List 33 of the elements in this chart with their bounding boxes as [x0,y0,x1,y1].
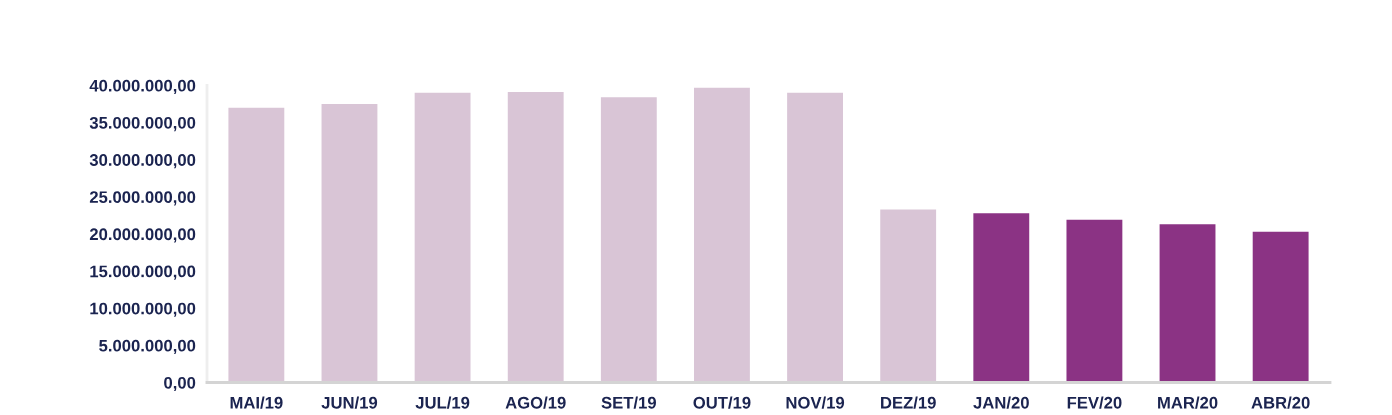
y-tick-label: 35.000.000,00 [89,116,196,132]
y-tick-label: 0,00 [164,376,196,392]
x-tick-label: ABR/20 [1251,396,1310,409]
bar [787,92,843,383]
x-tick-label: MAI/19 [230,396,283,409]
y-tick-label: 5.000.000,00 [99,339,196,354]
bar [228,107,285,383]
bar [321,103,378,383]
y-tick-label: 15.000.000,00 [90,265,196,280]
x-tick-label: AGO/19 [505,396,566,409]
x-tick-label: DEZ/19 [881,396,936,409]
x-tick-label: JUL/19 [415,396,470,409]
bar [414,92,471,383]
y-tick-label: 40.000.000,00 [89,79,196,95]
x-tick-label: OUT/19 [693,396,751,409]
y-tick-label: 30.000.000,00 [89,154,196,169]
bar [600,97,657,383]
x-tick-label: NOV/19 [786,396,845,409]
x-tick-label: MAR/20 [1158,396,1218,409]
y-tick-label: 20.000.000,00 [89,228,196,243]
bar [1252,231,1309,383]
bar [694,87,750,383]
y-tick-label: 10.000.000,00 [90,302,196,317]
x-tick-label: FEV/20 [1067,396,1122,409]
bar [880,209,937,383]
y-tick-label: 25.000.000,00 [89,191,196,206]
x-tick-label: JUN/19 [321,396,378,409]
bar [507,92,564,383]
bar [1066,219,1123,383]
bar [973,213,1030,383]
x-tick-label: SET/19 [601,396,656,409]
x-tick-label: JAN/20 [973,396,1029,409]
bar [1159,224,1216,383]
